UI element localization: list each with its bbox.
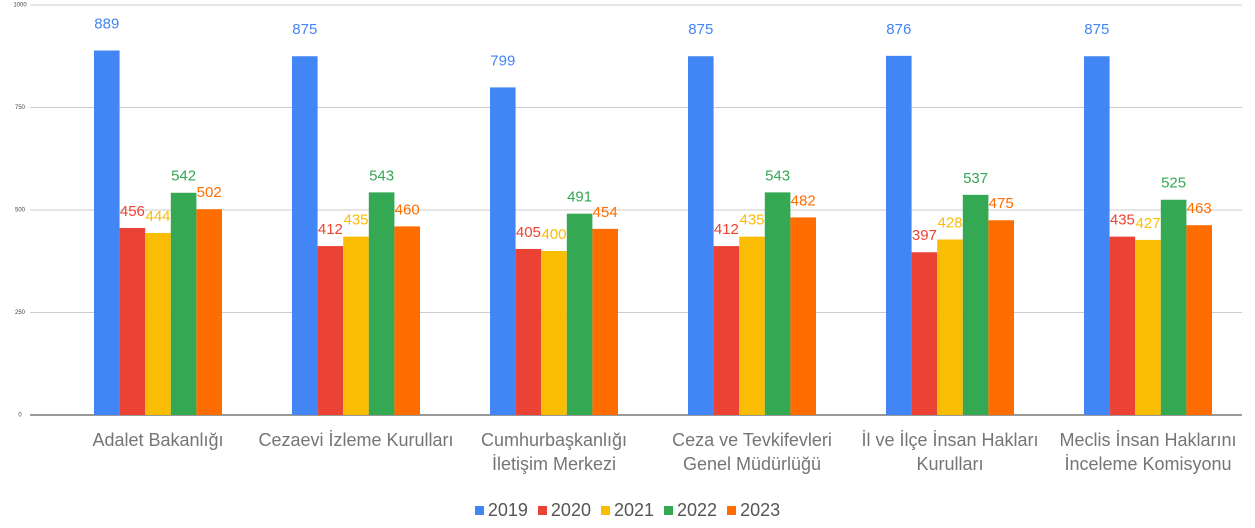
bar [592,228,618,415]
legend-swatch [474,506,484,515]
value-label: 875 [1084,21,1109,38]
legend-label: 2022 [677,500,718,520]
bar [1084,56,1110,415]
y-tick-label: 250 [15,310,26,316]
value-label: 412 [318,221,343,238]
value-label: 875 [688,21,713,38]
bar [962,194,989,415]
bar [937,239,963,415]
bar [688,56,714,415]
y-tick-label: 500 [15,208,26,214]
y-tick-label: 750 [15,105,26,111]
bar [94,50,120,415]
x-tick-label: Adalet Bakanlığı [92,430,224,450]
bar [1186,225,1212,415]
legend-label: 2019 [487,500,528,520]
legend-item: 2023 [727,500,780,521]
bar [490,87,516,415]
value-label: 427 [1135,215,1160,232]
value-label: 435 [343,212,368,229]
bar [1160,199,1187,415]
bar [988,220,1014,415]
legend-swatch [664,506,674,515]
value-label: 889 [94,15,119,32]
bar [170,192,197,415]
bar [394,226,420,415]
value-label: 454 [593,204,618,221]
bar [541,251,567,415]
value-label: 525 [1161,175,1186,192]
value-label: 799 [490,52,515,69]
value-label: 463 [1187,200,1212,217]
value-label: 405 [516,224,541,241]
value-label: 491 [567,189,592,206]
bar [343,236,369,415]
y-tick-label: 0 [18,413,22,419]
value-label: 456 [120,203,145,220]
y-tick-label: 1000 [13,3,27,9]
legend-label: 2020 [550,500,591,520]
bar [119,228,146,415]
value-label: 876 [886,21,911,38]
bar [515,248,542,415]
value-label: 542 [171,168,196,185]
value-label: 543 [369,167,394,184]
legend-label: 2023 [740,500,781,520]
x-tick-label: Meclis İnsan Haklarını İnceleme Komisyon… [1059,430,1237,474]
value-label: 482 [791,192,816,209]
value-label: 400 [541,226,566,243]
bar [145,232,171,415]
legend-item: 2020 [537,500,591,521]
legend: 2019 2020 2021 2022 2023 [0,500,1255,521]
value-label: 444 [145,208,170,225]
value-label: 435 [739,212,764,229]
bar [196,209,222,415]
bar [886,55,912,416]
x-tick-label: Ceza ve Tevkifevleri Genel Müdürlüğü [672,430,832,474]
value-label: 875 [292,21,317,38]
legend-item: 2019 [474,500,528,521]
legend-item: 2021 [600,500,655,521]
value-label: 412 [714,221,739,238]
value-label: 475 [989,195,1014,212]
x-tick-label: Cumhurbaşkanlığı İletişim Merkezi [480,430,628,474]
legend-swatch [727,506,737,515]
bar [292,56,318,415]
bar [790,217,816,415]
value-label: 537 [963,170,988,187]
bar [739,236,765,415]
bar [911,252,938,415]
x-tick-label: İl ve İlçe İnsan Hakları Kurulları [861,430,1039,474]
legend-swatch [600,506,610,515]
bar [368,192,395,415]
value-label: 460 [395,201,420,218]
legend-label: 2021 [613,500,655,520]
bar [1109,236,1136,415]
value-label: 502 [197,184,222,201]
value-label: 543 [765,167,790,184]
value-label: 428 [937,214,962,231]
bar [764,192,791,415]
legend-swatch [537,506,547,515]
bar [566,213,593,415]
value-label: 397 [912,227,937,244]
bar [1135,239,1161,415]
bar [713,246,740,415]
bar [317,246,344,415]
legend-item: 2022 [664,500,717,521]
x-tick-label: Cezaevi İzleme Kurulları [258,430,454,450]
value-label: 435 [1110,212,1135,229]
